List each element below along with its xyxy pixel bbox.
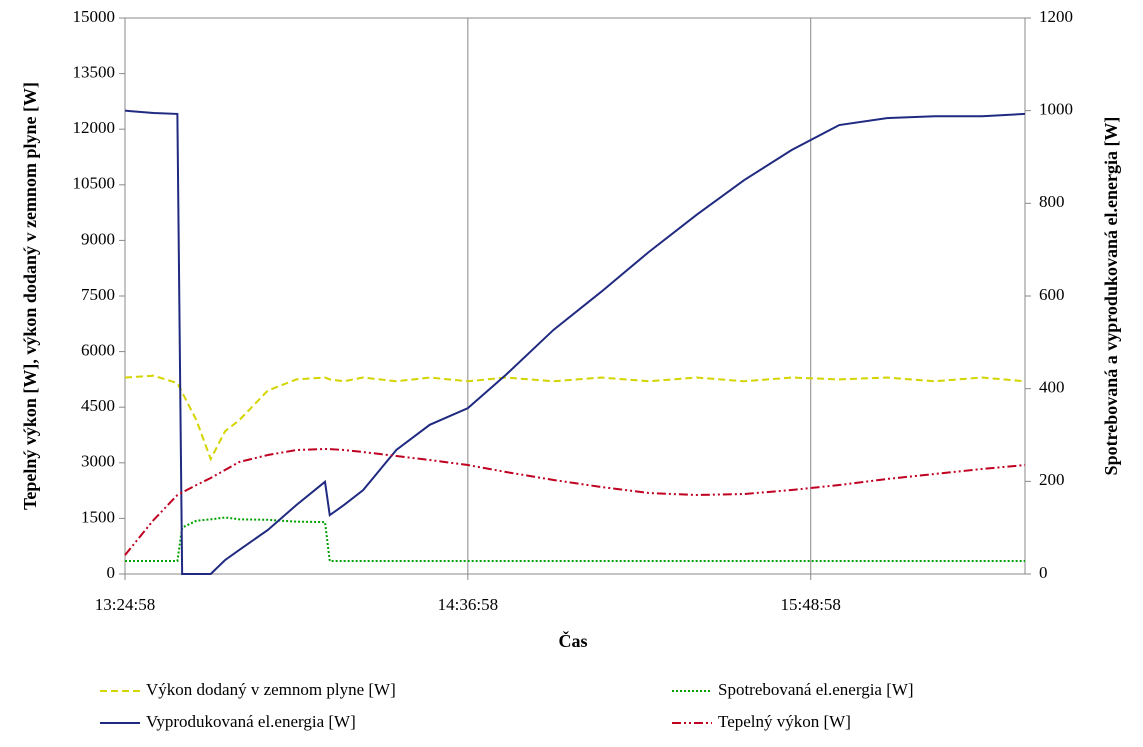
legend-label: Výkon dodaný v zemnom plyne [W] [146, 680, 396, 699]
y-tick-label: 3000 [81, 452, 115, 471]
y2-tick-label: 0 [1039, 563, 1048, 582]
series-line [124, 109, 1026, 575]
legend-label: Tepelný výkon [W] [718, 712, 851, 731]
y-tick-label: 13500 [73, 63, 116, 82]
x-axis-title: Čas [558, 630, 587, 651]
x-tick-label: 15:48:58 [780, 595, 840, 614]
series-line [125, 516, 1025, 563]
y2-tick-label: 600 [1039, 285, 1065, 304]
plot-area [124, 17, 1026, 575]
y2-tick-label: 1000 [1039, 100, 1073, 119]
y2-tick-label: 200 [1039, 470, 1065, 489]
y2-axis-title: Spotrebovaná a vyprodukovaná el.energia … [1101, 117, 1121, 476]
y-tick-label: 9000 [81, 229, 115, 248]
y-tick-label: 15000 [73, 7, 116, 26]
y-axis-title: Tepelný výkon [W], výkon dodaný v zemnom… [20, 82, 40, 510]
y-tick-label: 1500 [81, 507, 115, 526]
series-line [124, 374, 1026, 462]
y-tick-label: 7500 [81, 285, 115, 304]
y-tick-label: 0 [107, 563, 116, 582]
x-tick-label: 13:24:58 [95, 595, 155, 614]
y2-tick-label: 1200 [1039, 7, 1073, 26]
legend-label: Vyprodukovaná el.energia [W] [146, 712, 356, 731]
y2-tick-label: 800 [1039, 192, 1065, 211]
y-tick-label: 6000 [81, 341, 115, 360]
y2-tick-label: 400 [1039, 378, 1065, 397]
series-line [124, 448, 1026, 556]
y-tick-label: 4500 [81, 396, 115, 415]
x-tick-label: 14:36:58 [438, 595, 498, 614]
legend-label: Spotrebovaná el.energia [W] [718, 680, 914, 699]
y-tick-label: 12000 [73, 118, 116, 137]
y-tick-label: 10500 [73, 174, 116, 193]
